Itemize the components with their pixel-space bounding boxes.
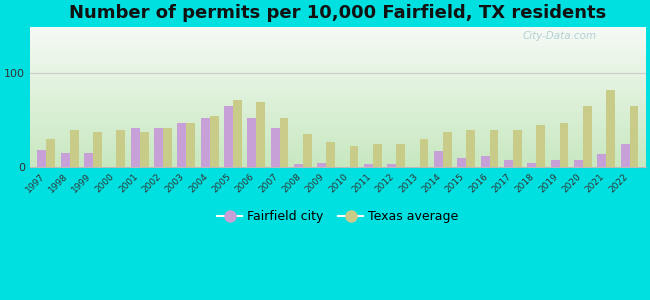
Bar — [210, 116, 218, 167]
Bar — [551, 160, 560, 167]
Bar — [294, 164, 303, 167]
Bar — [466, 130, 475, 167]
Bar — [513, 130, 522, 167]
Bar — [597, 154, 606, 167]
Bar — [443, 133, 452, 167]
Bar — [256, 101, 265, 167]
Bar — [419, 139, 428, 167]
Bar — [93, 132, 102, 167]
Title: Number of permits per 10,000 Fairfield, TX residents: Number of permits per 10,000 Fairfield, … — [70, 4, 606, 22]
Bar — [396, 144, 405, 167]
Bar — [248, 118, 256, 167]
Bar — [629, 106, 638, 167]
Bar — [583, 106, 592, 167]
Bar — [606, 90, 615, 167]
Bar — [574, 160, 583, 167]
Bar — [163, 128, 172, 167]
Bar — [131, 128, 140, 167]
Bar — [271, 128, 280, 167]
Bar — [201, 118, 210, 167]
Bar — [140, 133, 148, 167]
Bar — [504, 160, 513, 167]
Bar — [46, 139, 55, 167]
Bar — [434, 151, 443, 167]
Bar — [527, 164, 536, 167]
Bar — [364, 164, 373, 167]
Bar — [350, 146, 358, 167]
Bar — [177, 123, 187, 167]
Bar — [38, 150, 46, 167]
Bar — [61, 153, 70, 167]
Bar — [560, 123, 568, 167]
Bar — [373, 144, 382, 167]
Bar — [387, 164, 396, 167]
Bar — [481, 156, 489, 167]
Bar — [458, 158, 466, 167]
Bar — [233, 100, 242, 167]
Bar — [317, 164, 326, 167]
Bar — [621, 144, 629, 167]
Legend: Fairfield city, Texas average: Fairfield city, Texas average — [212, 206, 463, 229]
Bar — [187, 123, 195, 167]
Bar — [154, 128, 163, 167]
Bar — [280, 118, 289, 167]
Bar — [536, 125, 545, 167]
Bar — [326, 142, 335, 167]
Bar — [70, 130, 79, 167]
Bar — [303, 134, 312, 167]
Bar — [116, 130, 125, 167]
Bar — [224, 106, 233, 167]
Bar — [84, 153, 93, 167]
Text: City-Data.com: City-Data.com — [523, 31, 597, 41]
Bar — [489, 130, 499, 167]
